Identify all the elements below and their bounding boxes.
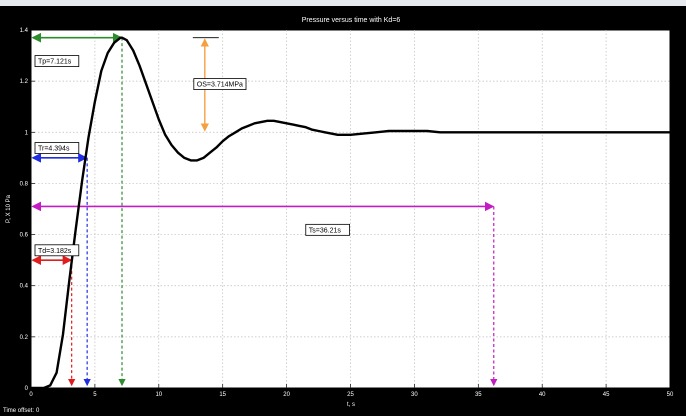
x-tick-label: 25 [347,392,354,398]
tr-label: Tr=4.394s [38,146,70,153]
tp-label: Tp=7.121s [38,59,72,66]
tick-labels: 0 5 10 15 20 25 30 35 40 45 50 0 0.2 0.4 0.6 0.8 1 1.2 1.4 [20,28,674,398]
x-tick-label: 35 [475,392,482,398]
td-label-box [34,244,80,257]
y-tick-label: 1.2 [20,79,29,85]
y-tick-label: 1.4 [20,28,29,34]
os-label: OS=3.714MPa [197,82,243,89]
x-tick-label: 50 [667,392,674,398]
y-tick-label: 0 [25,386,29,392]
x-tick-label: 5 [93,392,97,398]
tr-label-box [34,142,80,154]
pressure-curve [31,36,670,390]
x-tick-label: 20 [283,392,290,398]
x-tick-label: 40 [539,392,546,398]
td-label: Td=3.182s [38,248,72,255]
x-tick-label: 30 [411,392,418,398]
y-tick-label: 1 [25,130,29,136]
y-tick-label: 0.4 [20,284,29,290]
y-tick-label: 0.6 [20,233,29,239]
os-label-box [193,78,247,90]
x-tick-label: 10 [155,392,162,398]
ts-label: Ts=36.21s [309,227,342,234]
y-tick-label: 0.8 [20,181,29,187]
ts-label-box [305,223,350,236]
y-axis-label: P, X 10 Pa [6,194,12,223]
x-tick-label: 45 [603,392,610,398]
x-tick-label: 15 [219,392,226,398]
x-axis-label: t, s [347,402,355,408]
time-offset-label: Time offset: [3,408,34,414]
y-tick-label: 0.2 [20,335,29,341]
time-offset-value: 0 [36,408,40,414]
annotation-labels: Tp=7.121s Tr=4.394s Td=3.182s Ts=36.21s OS=3… [34,55,350,257]
tp-label-box [34,55,80,67]
window-top-strip [0,0,686,6]
chart-title: Pressure versus time with Kd=6 [302,17,401,24]
x-tick-label: 0 [29,392,33,398]
